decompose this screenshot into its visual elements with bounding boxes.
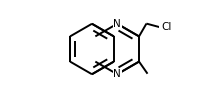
Text: Cl: Cl [161, 22, 172, 32]
Text: N: N [113, 69, 121, 79]
Text: N: N [113, 19, 121, 29]
